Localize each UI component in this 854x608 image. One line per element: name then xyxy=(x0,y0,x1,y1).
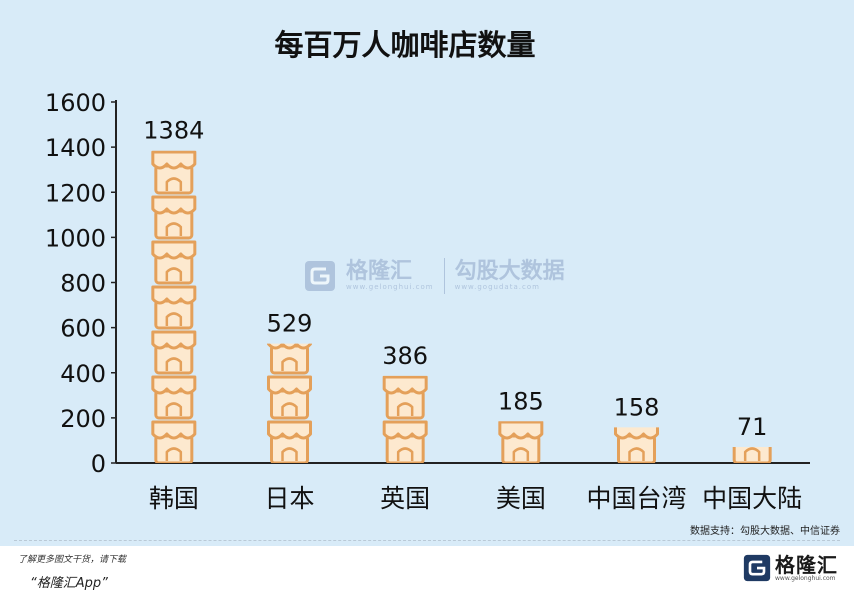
watermark2-name: 勾股大数据 xyxy=(454,259,565,284)
data-label: 185 xyxy=(498,387,544,415)
promo-app-name: “格隆汇App” xyxy=(30,576,108,591)
coffee-shop-icon xyxy=(267,375,312,420)
coffee-shop-icon xyxy=(267,420,312,463)
watermark-url: www.gelonghui.com xyxy=(346,283,434,291)
data-label: 158 xyxy=(614,393,660,421)
watermark-logo-icon xyxy=(305,261,335,291)
logo-name: 格隆汇 xyxy=(775,552,838,577)
x-tick-label: 中国台湾 xyxy=(586,484,686,513)
bar xyxy=(498,421,544,463)
y-tick-label: 800 xyxy=(60,270,106,298)
bar xyxy=(382,375,428,463)
data-source: 数据支持：勾股大数据、中信证券 xyxy=(690,526,840,537)
coffee-shop-icon xyxy=(382,375,428,420)
y-tick-label: 1000 xyxy=(45,224,106,252)
bar-icon-stack xyxy=(732,446,772,463)
y-tick-label: 200 xyxy=(60,405,106,433)
coffee-shop-icon xyxy=(151,240,197,285)
promo-text: 了解更多图文干货，请下载 xyxy=(18,555,127,565)
brand-logo[interactable]: 格隆汇 www.gelonghui.com xyxy=(743,554,838,582)
coffee-shop-icon xyxy=(498,421,544,463)
bar-icon-stack xyxy=(614,427,659,464)
data-label: 71 xyxy=(737,413,768,441)
x-tick-label: 日本 xyxy=(264,484,314,513)
logo-icon xyxy=(743,554,771,582)
watermark-separator xyxy=(443,258,445,294)
coffee-shop-icon xyxy=(151,330,197,375)
y-tick-label: 600 xyxy=(60,315,106,343)
coffee-shop-icon xyxy=(151,420,197,464)
y-tick-label: 1600 xyxy=(45,89,106,117)
bar xyxy=(614,427,659,464)
coffee-shop-icon xyxy=(614,427,659,464)
coffee-shop-icon xyxy=(151,375,197,420)
bar-chart: 0 200 400 600 800 1000 1200 1400 1600 1384 韩国 529 日本… xyxy=(45,89,810,513)
watermark-name: 格隆汇 xyxy=(346,259,413,284)
bar-icon-stack xyxy=(267,343,312,463)
bar-icon-stack xyxy=(151,150,197,464)
coffee-shop-icon xyxy=(151,195,197,240)
watermark: 格隆汇 www.gelonghui.com 勾股大数据 www.gogudata… xyxy=(304,258,565,294)
x-tick-label: 韩国 xyxy=(149,484,199,513)
x-tick-label: 英国 xyxy=(380,484,430,513)
data-label: 386 xyxy=(382,342,428,370)
coffee-shop-icon xyxy=(732,446,772,463)
coffee-shop-icon xyxy=(151,285,197,330)
data-label: 529 xyxy=(267,310,313,338)
watermark2-url: www.gogudata.com xyxy=(454,283,540,291)
y-tick-label: 1200 xyxy=(45,179,106,207)
x-tick-label: 中国大陆 xyxy=(702,484,802,513)
x-tick-label: 美国 xyxy=(496,484,546,513)
bar-icon-stack xyxy=(382,375,428,463)
y-tick-label: 0 xyxy=(91,450,106,478)
y-tick-label: 400 xyxy=(60,360,106,388)
data-label: 1384 xyxy=(143,117,204,145)
bar xyxy=(151,150,197,464)
bar xyxy=(267,343,312,463)
chart-panel xyxy=(0,0,854,546)
coffee-shop-icon xyxy=(267,343,312,375)
coffee-shop-icon xyxy=(151,150,197,195)
coffee-shop-icon xyxy=(382,420,428,463)
logo-url: www.gelonghui.com xyxy=(775,574,836,582)
bar-icon-stack xyxy=(498,421,544,463)
bar xyxy=(732,446,772,463)
chart-title: 每百万人咖啡店数量 xyxy=(274,28,536,62)
y-tick-label: 1400 xyxy=(45,134,106,162)
footer-divider xyxy=(14,540,840,541)
